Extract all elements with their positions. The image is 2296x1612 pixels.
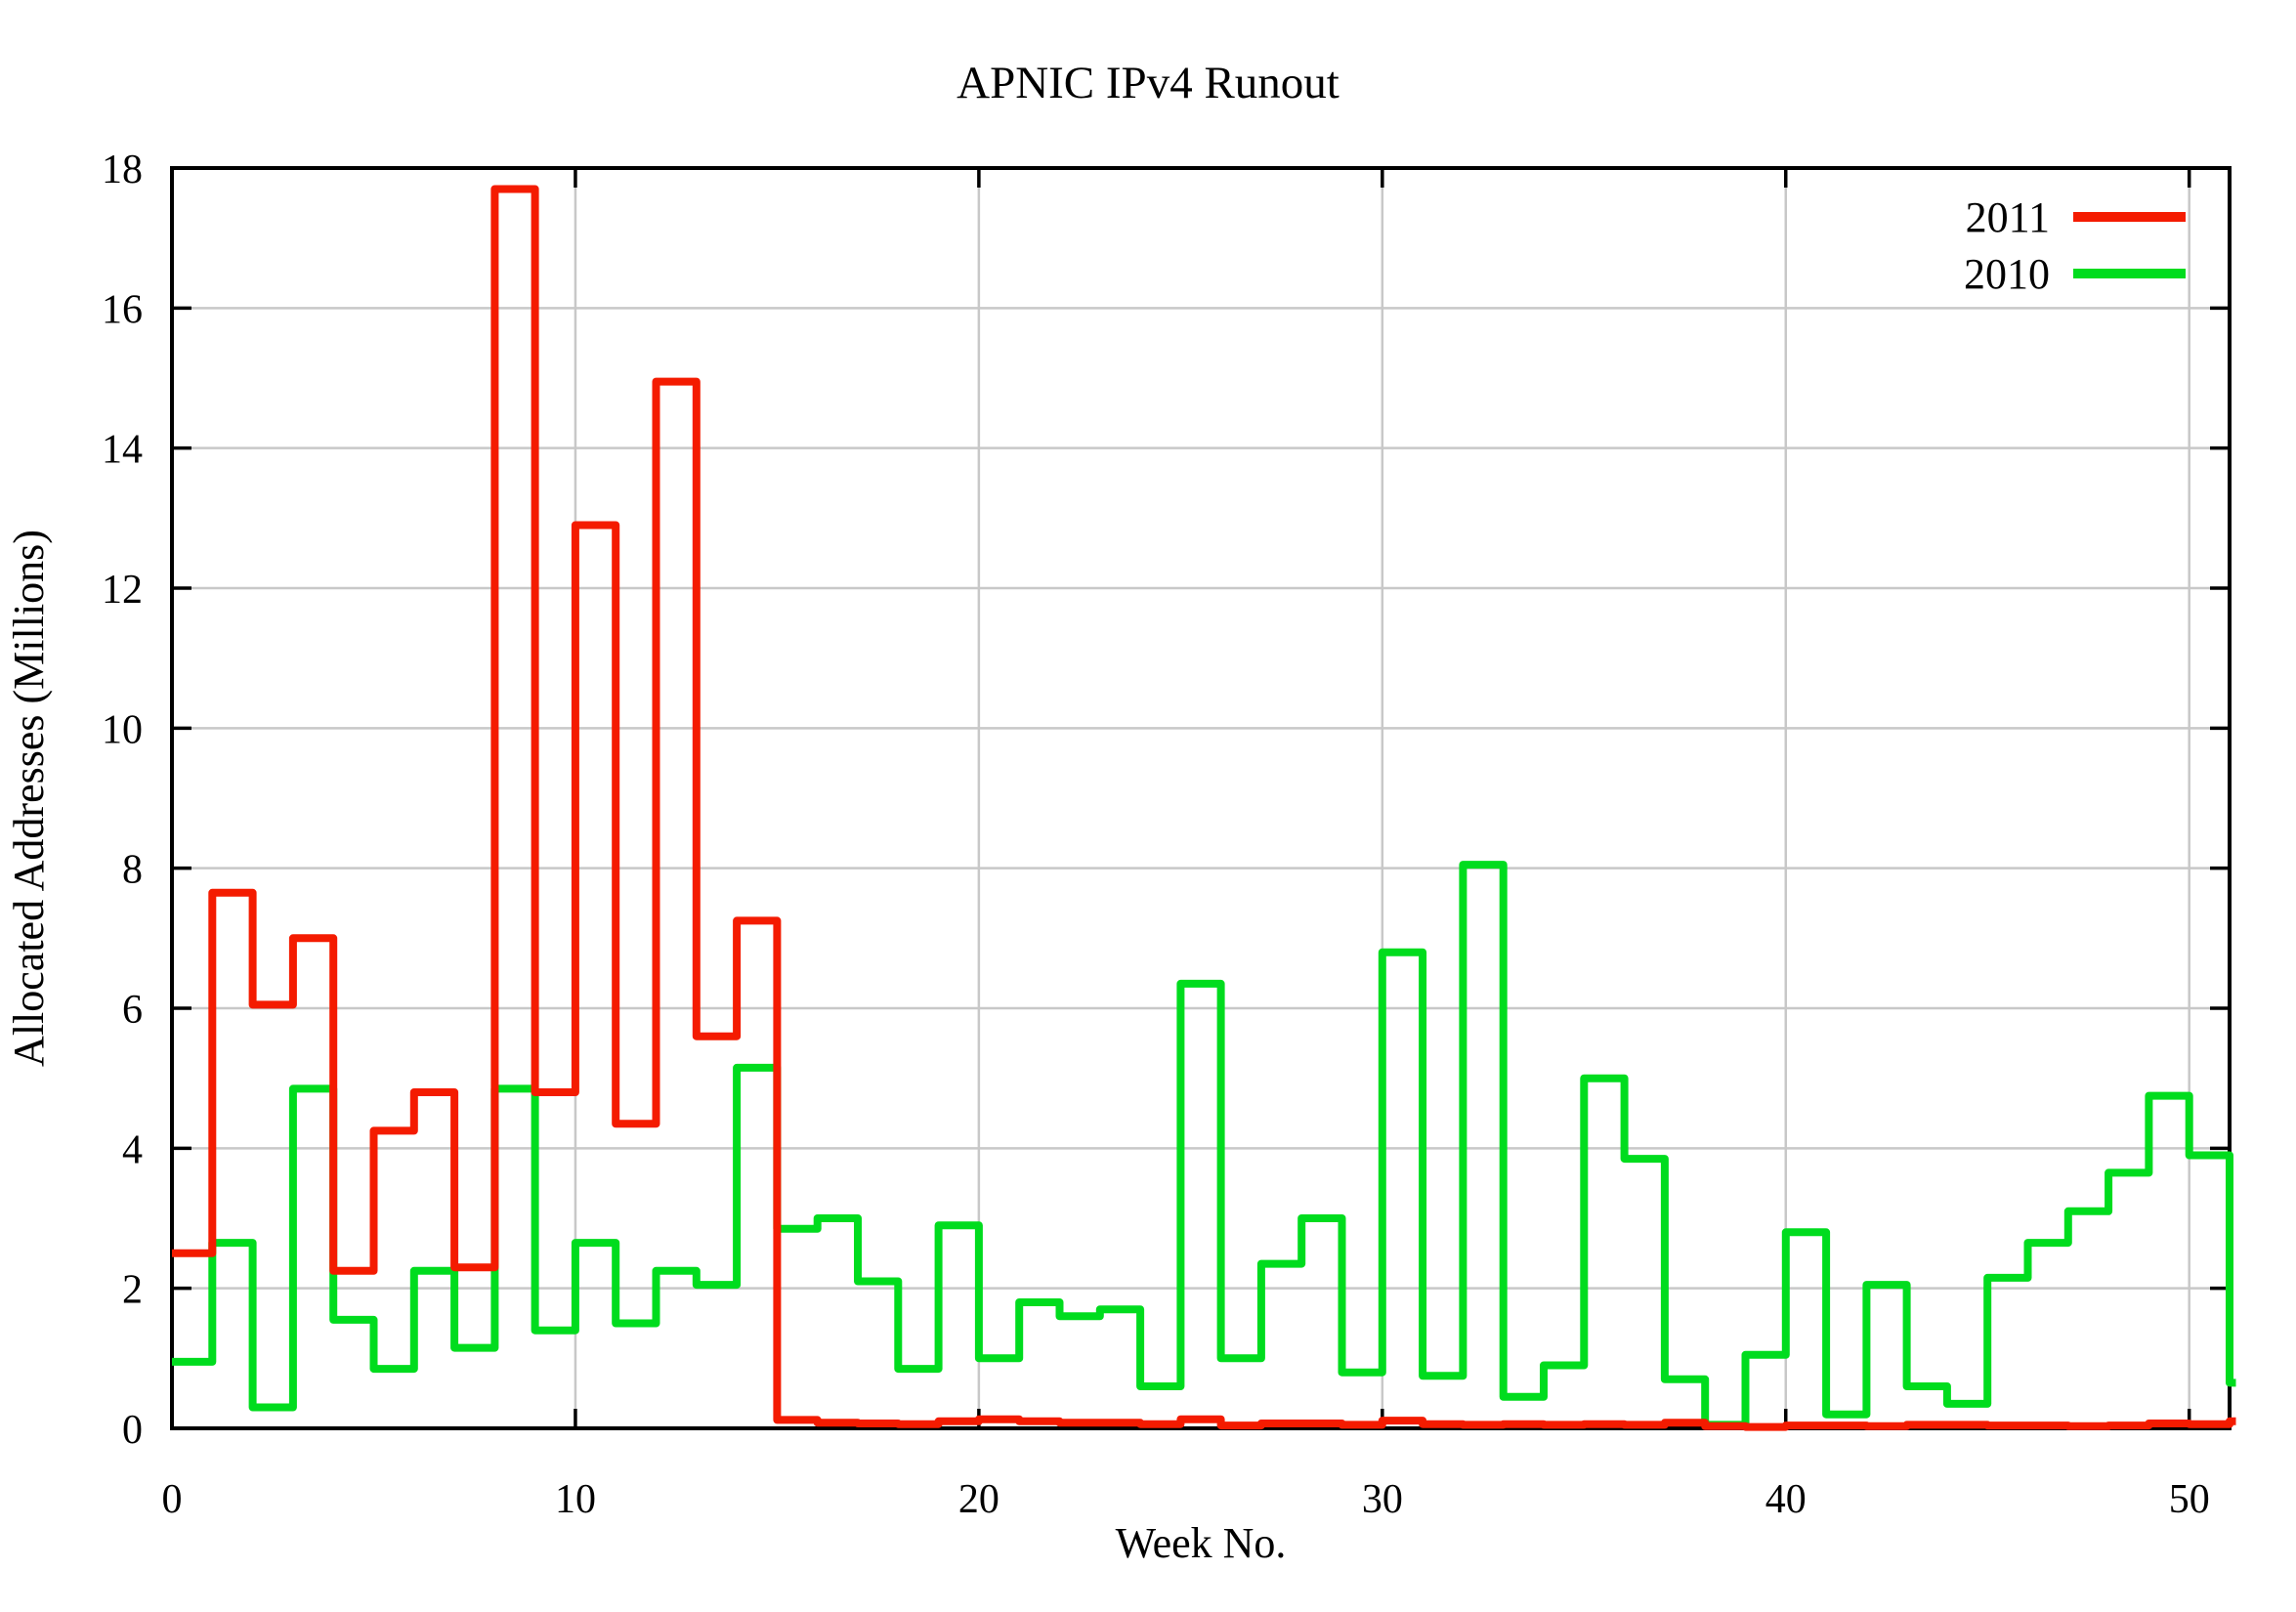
y-axis-tick-label: 12 <box>102 568 143 613</box>
y-axis-tick-label: 4 <box>122 1127 143 1172</box>
legend-label-2011: 2011 <box>1966 193 2050 241</box>
y-axis-tick-label: 8 <box>122 848 143 893</box>
y-axis-tick-label: 10 <box>102 707 143 752</box>
plot-border-rect <box>170 166 2232 1430</box>
x-axis-tick-label: 40 <box>1765 1477 1807 1522</box>
y-axis-tick-label: 14 <box>102 428 143 473</box>
gridlines <box>172 168 2230 1428</box>
legend: 2011 2010 <box>1964 193 2186 298</box>
y-axis-tick-labels: 0 2 4 6 8 10 12 14 16 18 <box>102 148 143 1453</box>
chart-title: APNIC IPv4 Runout <box>957 58 1339 108</box>
x-axis-tick-label: 50 <box>2169 1477 2210 1522</box>
y-axis-tick-label: 18 <box>102 148 143 192</box>
legend-label-2010: 2010 <box>1964 250 2050 298</box>
x-axis-tick-label: 10 <box>555 1477 596 1522</box>
x-axis-tick-label: 20 <box>958 1477 999 1522</box>
y-axis-label: Allocated Addresses (Millions) <box>5 530 53 1067</box>
series-2010-line <box>172 861 2236 1429</box>
y-axis-tick-label: 6 <box>122 988 143 1033</box>
y-axis-tick-label: 16 <box>102 287 143 332</box>
x-axis-tick-label: 30 <box>1362 1477 1403 1522</box>
y-axis-tick-label: 2 <box>122 1268 143 1313</box>
y-axis-tick-label: 0 <box>122 1408 143 1453</box>
x-axis-label: Week No. <box>1116 1519 1287 1567</box>
series-2011-line <box>172 185 2236 1431</box>
x-axis-tick-label: 0 <box>162 1477 183 1522</box>
x-axis-tick-labels: 0 10 20 30 40 50 <box>162 1477 2210 1522</box>
plot-border <box>170 166 2232 1430</box>
